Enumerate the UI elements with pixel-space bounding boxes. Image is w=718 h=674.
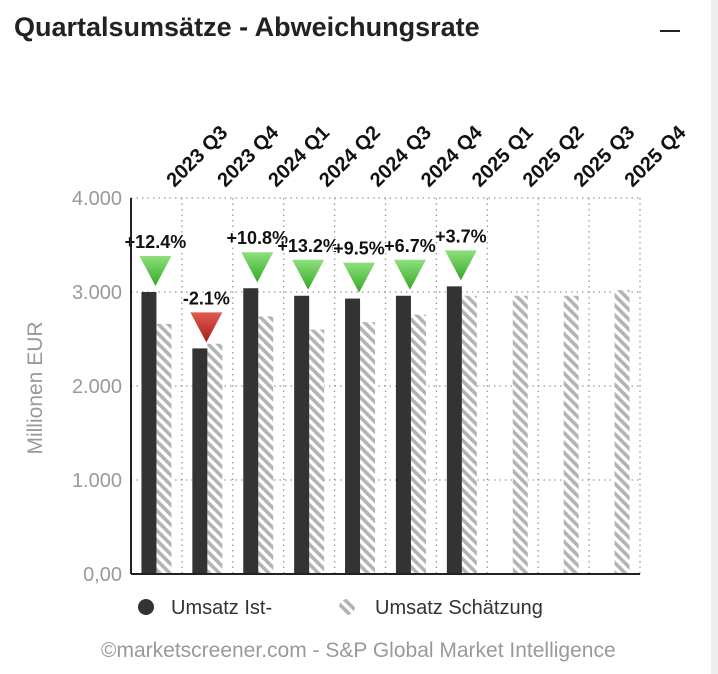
y-tick-label: 2.000 xyxy=(72,376,122,398)
bar-actual[interactable] xyxy=(243,288,259,574)
deviation-label: +13.2% xyxy=(277,236,339,256)
deviation-label: -2.1% xyxy=(183,288,230,308)
scrollbar-track[interactable] xyxy=(711,0,718,674)
deviation-up-icon xyxy=(343,262,376,293)
deviation-up-icon xyxy=(139,256,172,286)
legend-marker-actual xyxy=(138,599,154,615)
bar-actual[interactable] xyxy=(345,298,361,574)
bar-estimate[interactable] xyxy=(563,295,579,574)
bar-estimate[interactable] xyxy=(512,295,528,574)
bar-estimate[interactable] xyxy=(461,295,477,574)
deviation-up-icon xyxy=(292,259,325,290)
deviation-label: +3.7% xyxy=(435,226,487,246)
deviation-label: +6.7% xyxy=(384,236,436,256)
deviation-up-icon xyxy=(444,250,477,281)
y-tick-label: 3.000 xyxy=(72,282,122,304)
bar-actual[interactable] xyxy=(192,348,208,574)
deviation-up-icon xyxy=(241,252,274,283)
deviation-label: +12.4% xyxy=(125,232,187,252)
deviation-label: +10.8% xyxy=(226,228,288,248)
deviation-up-icon xyxy=(393,259,426,290)
bar-estimate[interactable] xyxy=(258,316,274,574)
legend-label-actual[interactable]: Umsatz Ist- xyxy=(171,597,272,619)
deviation-down-icon xyxy=(190,312,223,343)
bar-actual[interactable] xyxy=(395,295,411,574)
bar-estimate[interactable] xyxy=(207,343,223,574)
bar-estimate[interactable] xyxy=(156,323,172,574)
bar-actual[interactable] xyxy=(294,295,310,574)
chart-title: Quartalsumsätze - Abweichungsrate xyxy=(14,12,480,42)
y-tick-label: 0,00 xyxy=(83,564,122,586)
y-tick-label: 1.000 xyxy=(72,470,122,492)
minimize-icon[interactable] xyxy=(660,30,680,32)
legend-label-estimate[interactable]: Umsatz Schätzung xyxy=(375,597,543,619)
bar-estimate[interactable] xyxy=(614,290,630,574)
footer-credit: ©marketscreener.com - S&P Global Market … xyxy=(101,639,616,662)
deviation-label: +9.5% xyxy=(333,239,385,259)
bar-estimate[interactable] xyxy=(410,314,426,574)
bar-estimate[interactable] xyxy=(360,322,376,574)
bar-estimate[interactable] xyxy=(309,329,325,574)
bar-actual[interactable] xyxy=(446,286,462,574)
bar-actual[interactable] xyxy=(141,292,157,574)
y-axis-label: Millionen EUR xyxy=(24,321,47,454)
y-tick-label: 4.000 xyxy=(72,188,122,210)
legend-marker-estimate xyxy=(339,599,355,615)
